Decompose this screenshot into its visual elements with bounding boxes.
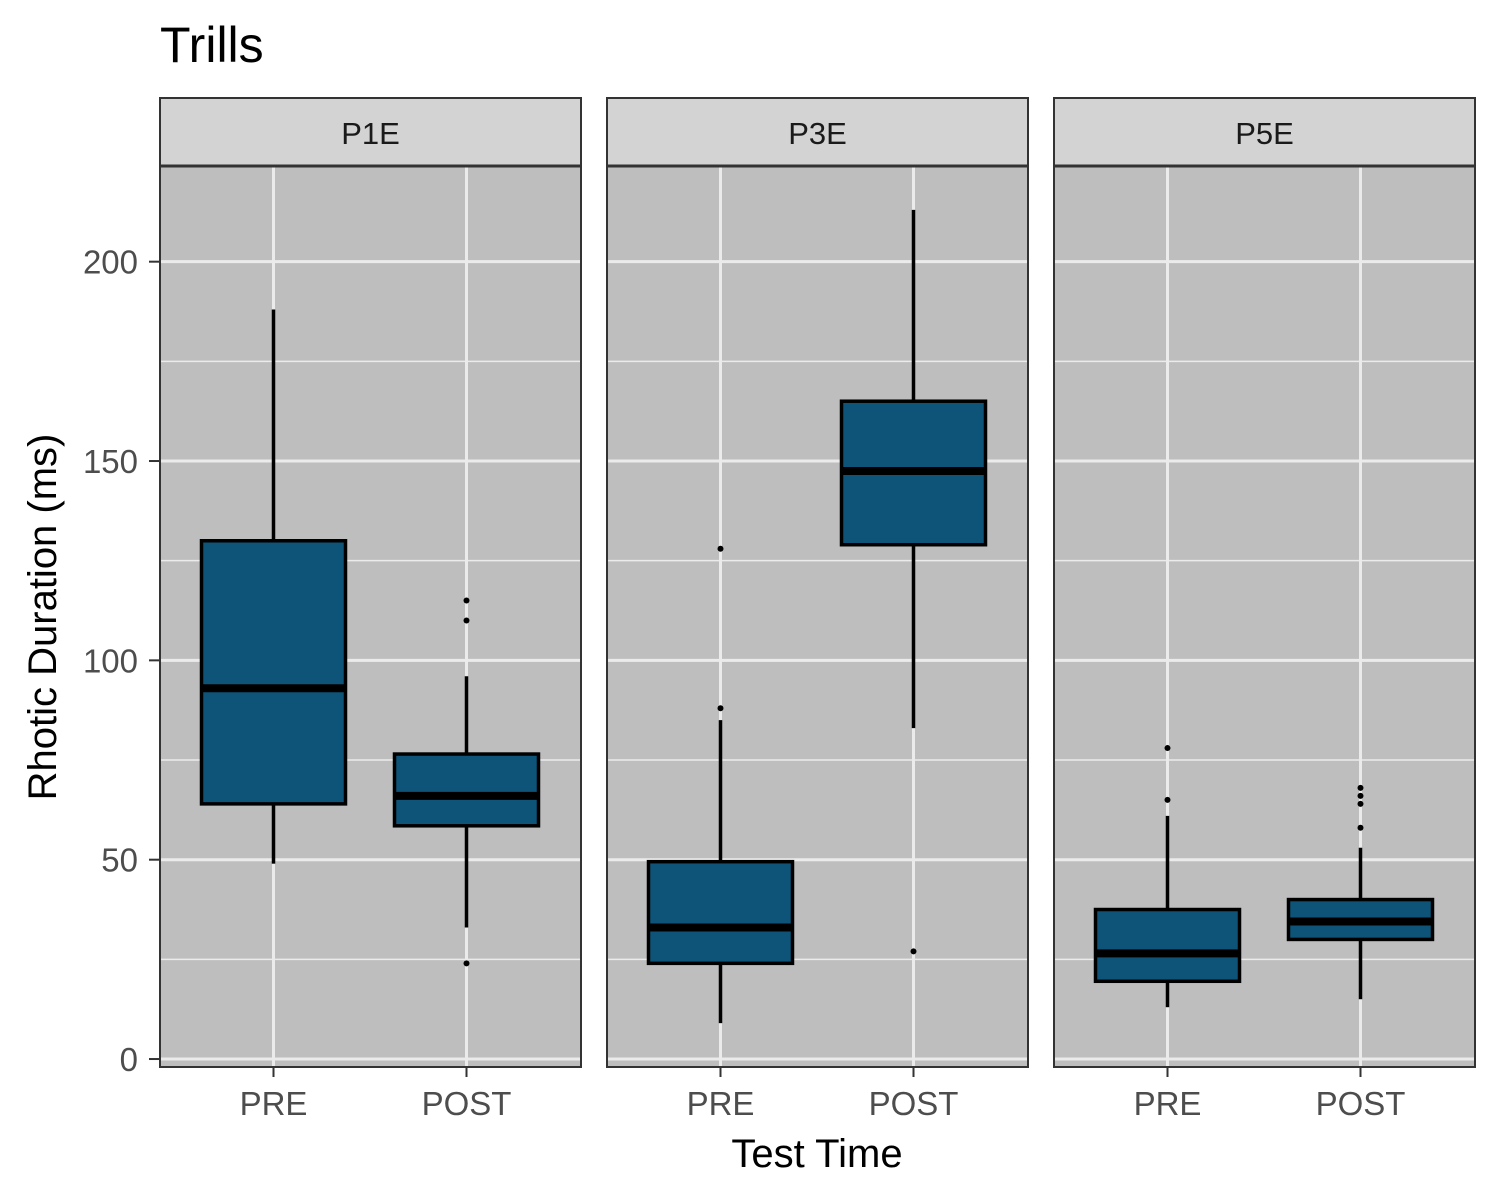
strip-label: P1E: [341, 116, 400, 151]
panel-p5e: P5E PRE POST: [1053, 97, 1476, 1122]
x-tick-label: POST: [422, 1085, 512, 1122]
x-tick-label: POST: [1316, 1085, 1406, 1122]
outlier-point: [463, 597, 470, 604]
x-tick-label: PRE: [1134, 1085, 1202, 1122]
box-p3e-post: [839, 209, 988, 955]
panels: P1E PRE POST P3E PRE POST P5E PRE POST 0 50 100 150 2…: [83, 97, 1476, 1122]
strip-background: [159, 97, 582, 167]
box-iqr: [199, 539, 348, 806]
outlier-point: [910, 948, 917, 955]
y-tick-label: 0: [120, 1041, 138, 1078]
box-p5e-pre: [1093, 745, 1242, 1008]
y-tick-label: 100: [83, 642, 138, 679]
box-iqr: [392, 752, 541, 828]
outlier-point: [1357, 784, 1364, 791]
box-p5e-post: [1286, 784, 1435, 1000]
outlier-point: [463, 960, 470, 967]
x-tick-label: PRE: [240, 1085, 308, 1122]
outlier-point: [1164, 796, 1171, 803]
outlier-point: [717, 705, 724, 712]
outlier-point: [1357, 792, 1364, 799]
strip-label: P3E: [788, 116, 847, 151]
strip-background: [1053, 97, 1476, 167]
box-iqr: [646, 859, 795, 966]
panel-p1e: P1E PRE POST: [159, 97, 582, 1122]
y-tick-label: 150: [83, 443, 138, 480]
box-iqr: [1093, 907, 1242, 984]
outlier-point: [1164, 745, 1171, 752]
outlier-point: [717, 545, 724, 552]
box-p1e-post: [392, 597, 541, 967]
y-tick-label: 50: [101, 842, 138, 879]
y-axis-title: Rhotic Duration (ms): [21, 434, 65, 801]
chart-title: Trills: [160, 17, 264, 73]
x-tick-label: POST: [869, 1085, 959, 1122]
y-tick-label: 200: [83, 244, 138, 281]
box-p1e-pre: [199, 309, 348, 864]
strip-label: P5E: [1235, 116, 1294, 151]
y-axis: 0 50 100 150 200: [83, 244, 160, 1078]
panel-p3e: P3E PRE POST: [606, 97, 1029, 1122]
strip-background: [606, 97, 1029, 167]
box-p3e-pre: [646, 545, 795, 1024]
x-axis-title: Test Time: [731, 1132, 902, 1176]
x-tick-label: PRE: [687, 1085, 755, 1122]
outlier-point: [1357, 824, 1364, 831]
outlier-point: [1357, 800, 1364, 807]
outlier-point: [463, 617, 470, 624]
